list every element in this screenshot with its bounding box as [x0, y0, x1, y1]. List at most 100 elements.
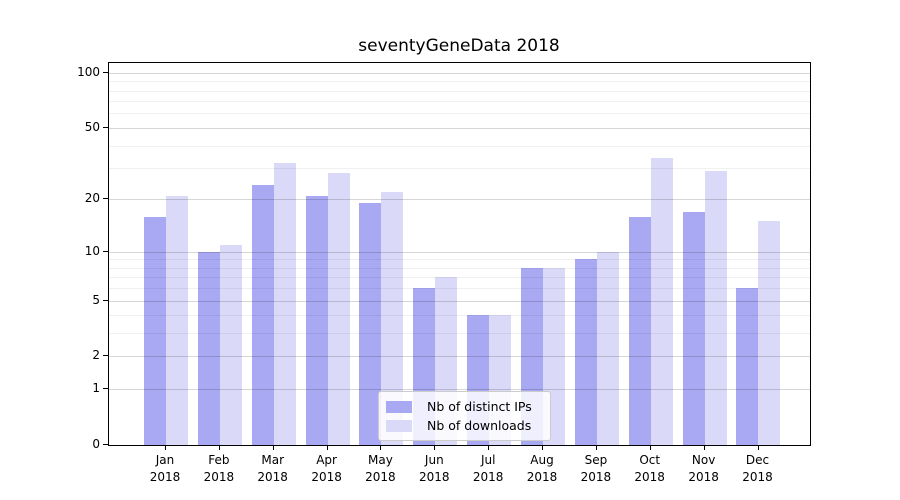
- gridline-minor-90: [109, 81, 810, 83]
- bar-distinct-ips-nov: [682, 211, 705, 445]
- legend-label-downloads: Nb of downloads: [427, 418, 532, 433]
- chart-title: seventyGeneData 2018: [358, 36, 560, 56]
- gridline-minor-40: [109, 145, 810, 147]
- y-tick-mark-100: [103, 71, 108, 73]
- y-tick-label-10: 10: [84, 243, 100, 258]
- bar-downloads-feb: [219, 244, 242, 445]
- bar-downloads-sep: [596, 251, 619, 445]
- x-tick-label-jul: Jul 2018: [458, 452, 518, 486]
- legend-swatch-distinct-ips: [386, 400, 412, 413]
- y-tick-label-5: 5: [92, 292, 100, 307]
- y-tick-label-2: 2: [92, 348, 100, 363]
- x-tick-month: Mar: [261, 453, 284, 467]
- x-tick-mark-aug: [542, 445, 543, 450]
- plot-area: [108, 62, 811, 446]
- x-tick-year: 2018: [365, 470, 396, 484]
- x-tick-month: Jan: [155, 453, 175, 467]
- gridline-minor-60: [109, 113, 810, 115]
- x-tick-month: Jun: [424, 453, 444, 467]
- x-tick-year: 2018: [634, 470, 665, 484]
- legend-label-distinct-ips: Nb of distinct IPs: [427, 399, 532, 414]
- x-tick-year: 2018: [257, 470, 288, 484]
- gridline-50: [109, 127, 810, 129]
- legend: Nb of distinct IPs Nb of downloads: [378, 391, 551, 441]
- x-tick-label-nov: Nov 2018: [674, 452, 734, 486]
- x-tick-month: Sep: [584, 453, 608, 467]
- x-tick-label-may: May 2018: [350, 452, 410, 486]
- x-tick-mark-apr: [326, 445, 328, 450]
- x-tick-month: Apr: [316, 453, 337, 467]
- x-tick-month: Aug: [530, 453, 554, 467]
- bar-downloads-jan: [166, 195, 188, 445]
- x-tick-label-aug: Aug 2018: [512, 452, 572, 486]
- y-tick-mark-10: [103, 250, 108, 252]
- bar-distinct-ips-oct: [628, 216, 651, 445]
- x-tick-mark-oct: [649, 445, 651, 450]
- x-tick-mark-dec: [757, 445, 759, 450]
- x-tick-month: May: [367, 453, 393, 467]
- legend-row-distinct-ips: Nb of distinct IPs: [386, 397, 542, 416]
- bar-distinct-ips-dec: [736, 288, 759, 445]
- x-tick-mark-jan: [165, 445, 166, 450]
- x-tick-mark-nov: [703, 445, 705, 450]
- x-tick-mark-jun: [434, 445, 436, 450]
- x-tick-month: Nov: [691, 453, 716, 467]
- x-tick-year: 2018: [688, 470, 719, 484]
- x-tick-month: Jul: [480, 453, 496, 467]
- gridline-minor-80: [109, 90, 810, 92]
- x-tick-month: Oct: [639, 453, 661, 467]
- y-tick-mark-5: [103, 299, 108, 301]
- x-tick-year: 2018: [742, 470, 773, 484]
- y-tick-label-0: 0: [92, 437, 100, 451]
- x-tick-year: 2018: [472, 470, 504, 484]
- x-tick-mark-jul: [488, 445, 490, 450]
- x-tick-label-mar: Mar 2018: [243, 452, 303, 486]
- x-tick-month: Dec: [745, 453, 770, 467]
- x-tick-year: 2018: [311, 470, 342, 484]
- bar-downloads-oct: [650, 158, 673, 445]
- y-tick-mark-50: [103, 126, 108, 128]
- x-tick-label-dec: Dec 2018: [728, 452, 788, 486]
- y-tick-mark-20: [103, 198, 108, 200]
- bar-distinct-ips-feb: [197, 251, 220, 445]
- x-tick-mark-sep: [595, 445, 597, 450]
- x-tick-label-sep: Sep 2018: [566, 452, 626, 486]
- x-tick-year: 2018: [203, 470, 235, 484]
- y-tick-mark-0: [103, 444, 108, 445]
- bar-distinct-ips-sep: [574, 259, 597, 445]
- x-tick-label-jan: Jan 2018: [135, 452, 195, 486]
- bar-distinct-ips-mar: [251, 185, 274, 445]
- x-tick-year: 2018: [580, 470, 612, 484]
- bar-distinct-ips-apr: [305, 195, 328, 445]
- gridline-100: [109, 72, 810, 74]
- bar-downloads-apr: [327, 173, 350, 445]
- y-tick-mark-1: [103, 388, 108, 390]
- legend-swatch-downloads: [386, 419, 412, 432]
- bar-distinct-ips-jan: [144, 216, 166, 445]
- bar-downloads-dec: [758, 221, 781, 445]
- x-tick-year: 2018: [526, 470, 558, 484]
- x-tick-mark-may: [380, 445, 382, 450]
- y-tick-label-100: 100: [77, 64, 100, 79]
- x-tick-label-oct: Oct 2018: [620, 452, 680, 486]
- x-tick-year: 2018: [149, 470, 181, 484]
- gridline-minor-70: [109, 101, 810, 103]
- y-tick-mark-2: [103, 355, 108, 357]
- bar-distinct-ips-may: [359, 203, 382, 445]
- y-tick-label-50: 50: [84, 119, 100, 134]
- x-tick-label-jun: Jun 2018: [404, 452, 464, 486]
- gridline-minor-30: [109, 168, 810, 169]
- bar-downloads-mar: [273, 163, 296, 445]
- x-tick-mark-mar: [272, 445, 274, 450]
- x-tick-year: 2018: [419, 470, 450, 484]
- y-tick-label-20: 20: [84, 191, 100, 206]
- legend-row-downloads: Nb of downloads: [386, 416, 542, 435]
- bar-downloads-may: [381, 192, 404, 445]
- y-tick-label-1: 1: [92, 381, 100, 396]
- x-tick-label-apr: Apr 2018: [297, 452, 357, 486]
- x-tick-month: Feb: [208, 453, 230, 467]
- x-tick-mark-feb: [218, 445, 220, 450]
- bar-downloads-nov: [704, 170, 727, 445]
- x-tick-label-feb: Feb 2018: [189, 452, 249, 486]
